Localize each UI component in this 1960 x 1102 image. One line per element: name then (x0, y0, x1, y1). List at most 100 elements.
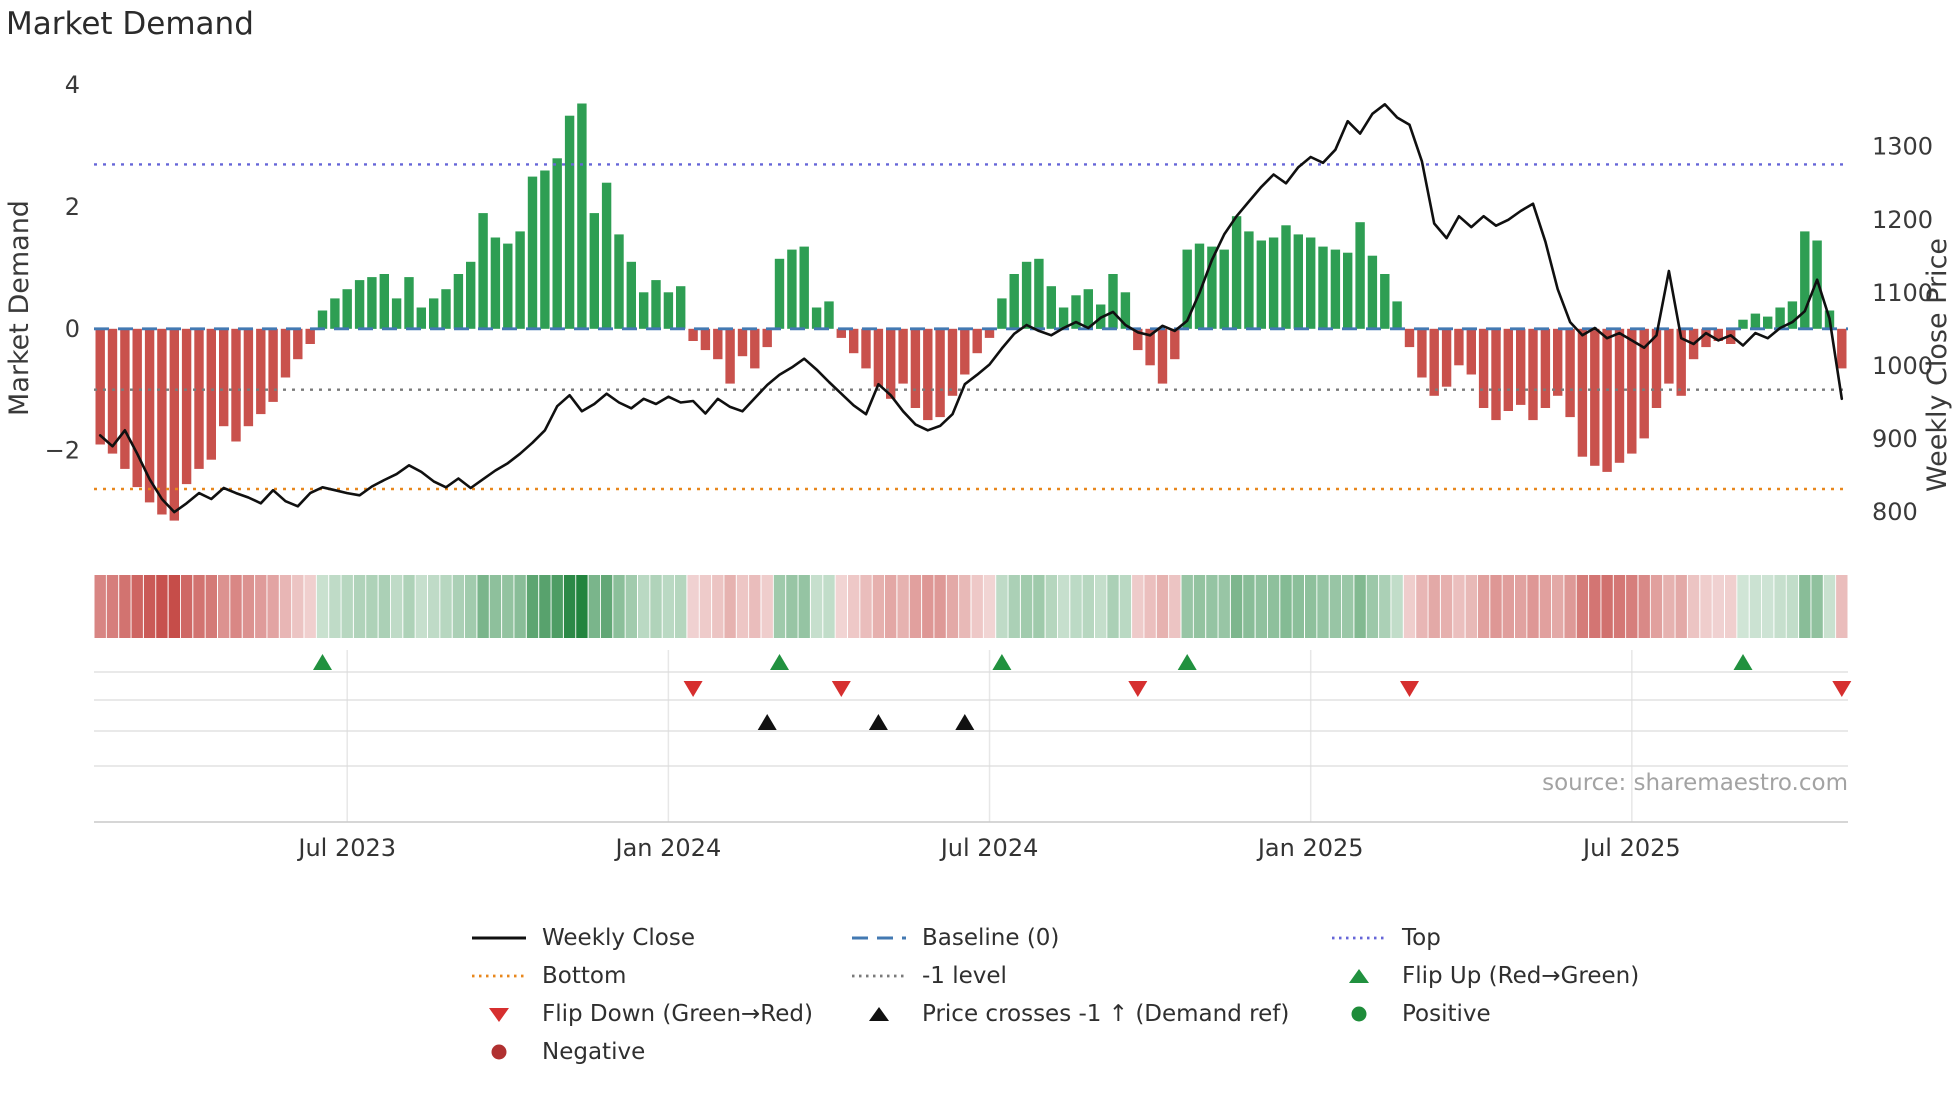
demand-bar (305, 328, 315, 344)
heatmap-cell (625, 575, 637, 638)
heatmap-cell (1650, 575, 1663, 638)
heatmap-cell (1317, 575, 1329, 638)
heatmap-cell (576, 575, 588, 638)
dotted-line-icon (1332, 936, 1386, 940)
demand-bar (1170, 328, 1180, 360)
heatmap-cell (600, 575, 613, 638)
heatmap-cell (1020, 575, 1033, 638)
demand-bar (256, 328, 266, 415)
demand-bar (1306, 237, 1316, 329)
heatmap-cell (736, 575, 749, 638)
demand-bar (1207, 246, 1217, 329)
x-axis-tick-label: Jul 2025 (1581, 834, 1681, 862)
heatmap-cell (687, 575, 699, 638)
heatmap-cell (366, 575, 378, 638)
flip-down-marker (1128, 681, 1148, 697)
demand-bar (181, 328, 192, 485)
heatmap-cell (662, 575, 675, 638)
demand-bar (824, 301, 834, 329)
heatmap-cell (835, 575, 847, 638)
demand-bar (762, 328, 772, 348)
heatmap-cell (650, 575, 662, 638)
heatmap-cell (860, 575, 872, 638)
heatmap-cell (1267, 575, 1280, 638)
heatmap-cell (1292, 575, 1304, 638)
demand-bar (453, 274, 464, 329)
left-axis-title: Market Demand (4, 200, 35, 416)
heatmap-cell (168, 575, 180, 638)
demand-bar (404, 277, 414, 329)
x-axis-tick-label: Jul 2023 (296, 834, 396, 862)
legend-item-price-crosses-1-demand-ref: Price crosses -1 ↑ (Demand ref) (850, 1000, 1330, 1028)
heatmap-cell (1243, 575, 1255, 638)
marker-panel-svg: source: sharemaestro.com Jul 2023 Jan 2024… (94, 650, 1852, 862)
demand-bar (330, 298, 340, 329)
demand-bar (1491, 328, 1501, 421)
demand-bar (811, 307, 822, 329)
heatmap-cell (773, 575, 786, 638)
demand-bar (466, 261, 476, 329)
demand-bar (1404, 328, 1415, 348)
heatmap-cell (946, 575, 959, 638)
demand-bar (1787, 301, 1798, 329)
heatmap-cell (1515, 575, 1527, 638)
demand-bar (626, 261, 636, 329)
heatmap-cell (1552, 575, 1564, 638)
heatmap-cell (1329, 575, 1342, 638)
demand-bar (169, 328, 179, 521)
heatmap-cell (922, 575, 934, 638)
demand-bar (1343, 252, 1353, 329)
heatmap-cell (1539, 575, 1552, 638)
legend-item-flip-down-green-red: Flip Down (Green→Red) (470, 1000, 850, 1028)
left-axis-tick-label: −2 (45, 437, 80, 465)
flip-down-marker (1832, 681, 1852, 697)
demand-bar (1478, 328, 1489, 408)
legend-symbol (1330, 928, 1402, 948)
demand-bar (589, 213, 599, 329)
demand-bar (1182, 249, 1192, 329)
flip-down-marker (1400, 681, 1419, 697)
legend-item-positive: Positive (1330, 1000, 1760, 1028)
demand-bar (1651, 328, 1662, 408)
heatmap-cell (1305, 575, 1317, 638)
demand-bar (1083, 289, 1093, 329)
heatmap-cell (218, 575, 230, 638)
legend-symbol (1330, 1004, 1402, 1024)
heatmap-cell (551, 575, 563, 638)
heatmap-cell (749, 575, 761, 638)
heatmap-cell (1762, 575, 1774, 638)
legend-item-baseline-0: Baseline (0) (850, 924, 1330, 952)
demand-bar (787, 249, 797, 329)
demand-bar (910, 328, 921, 408)
demand-bar (354, 280, 365, 329)
legend-item-flip-up-red-green: Flip Up (Red→Green) (1330, 962, 1760, 990)
left-axis-tick-label: 2 (65, 193, 80, 221)
demand-bar (540, 170, 550, 329)
demand-bar (861, 328, 871, 369)
heatmap-cell (1799, 575, 1811, 638)
demand-bar (601, 182, 612, 329)
heatmap-cell (267, 575, 279, 638)
heatmap-cell (378, 575, 390, 638)
heatmap-cell (1354, 575, 1366, 638)
legend-symbol (470, 1042, 542, 1062)
heatmap-cell (983, 575, 996, 638)
heatmap-cell (996, 575, 1008, 638)
demand-bar (194, 328, 204, 469)
heatmap-cell (1403, 575, 1416, 638)
left-axis-tick-label: 0 (65, 315, 80, 343)
demand-bar (552, 158, 562, 329)
demand-bar (1454, 328, 1464, 366)
heatmap-cell (428, 575, 440, 638)
heatmap-cell (724, 575, 736, 638)
heatmap-cell (872, 575, 885, 638)
demand-bar (1812, 240, 1822, 329)
heatmap-cell (403, 575, 415, 638)
demand-bar (774, 258, 785, 329)
right-axis-tick-label: 1300 (1872, 133, 1933, 161)
triangle-up-icon (1349, 969, 1369, 983)
demand-bar (1837, 328, 1847, 369)
heatmap-cell (1774, 575, 1786, 638)
triangle-down-icon (489, 1008, 509, 1022)
demand-bar (1503, 328, 1513, 411)
